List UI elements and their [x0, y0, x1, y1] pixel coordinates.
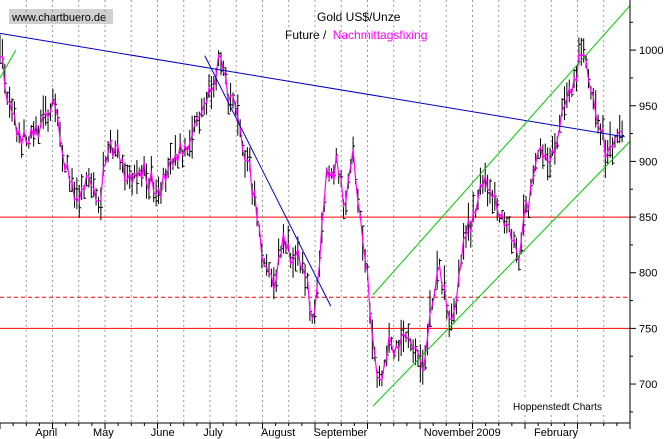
y-tick-label: 900 [639, 156, 657, 168]
trend-line-green [372, 5, 631, 296]
y-tick-label: 700 [639, 379, 657, 391]
credit-box [510, 398, 625, 414]
support-lines [0, 216, 630, 329]
fixing-line [0, 52, 623, 382]
y-tick-label: 800 [639, 268, 657, 280]
chart-title: Gold US$/Unze [317, 10, 401, 24]
y-tick-label: 850 [639, 212, 657, 224]
watermark-box [9, 9, 113, 24]
trend-line-green [0, 49, 17, 79]
y-tick-label: 950 [639, 101, 657, 113]
trend-line-green [372, 141, 631, 407]
trend-line-blue [204, 55, 332, 307]
grid [25, 0, 605, 423]
chart-subtitle: Future / Nachmittagsfixing [285, 28, 427, 42]
subtitle-fixing: Nachmittagsfixing [333, 28, 428, 42]
x-tick-label: November [424, 427, 475, 439]
y-tick-label: 750 [639, 323, 657, 335]
x-tick-label: July [203, 427, 223, 439]
x-tick-label: September [314, 427, 368, 439]
fixing-series [0, 52, 623, 382]
chart-credit: Hoppenstedt Charts [513, 402, 602, 413]
trend-lines [0, 5, 631, 407]
y-tick-label: 1000 [639, 45, 663, 57]
x-tick-label: June [151, 427, 175, 439]
x-tick-label: 2009 [476, 427, 500, 439]
subtitle-future: Future / [285, 28, 327, 42]
x-tick-label: April [35, 427, 57, 439]
x-tick-label: August [261, 427, 295, 439]
x-tick-label: May [93, 427, 114, 439]
x-tick-label: February [534, 427, 579, 439]
trend-line-blue [0, 32, 625, 138]
watermark: www.chartbuero.de [11, 12, 106, 24]
